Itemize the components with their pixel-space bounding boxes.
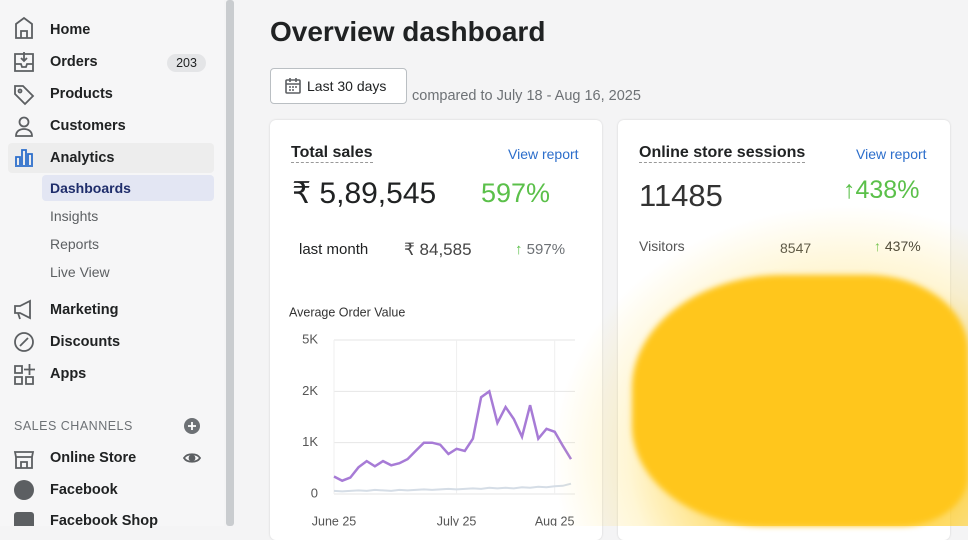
series-line: [333, 389, 573, 483]
card-title: Online store sessions: [639, 144, 806, 163]
discounts-icon: [14, 332, 34, 352]
home-icon: [15, 16, 33, 39]
date-button[interactable]: Last 30 days: [270, 68, 407, 104]
sub-nav-item[interactable]: Live View: [50, 264, 110, 280]
sidebar: [0, 0, 224, 526]
discounts-icon-slash: [19, 337, 29, 347]
view-store[interactable]: [182, 453, 202, 463]
metric-change-value: 438%: [855, 176, 920, 204]
x-tick-label: Aug 25: [535, 514, 575, 526]
metric-change: 597%: [481, 178, 551, 208]
nav-item[interactable]: Marketing: [50, 302, 119, 318]
section-heading: SALES CHANNELS: [14, 419, 133, 433]
nav-item[interactable]: Home: [50, 22, 91, 38]
customers-icon-body: [15, 128, 33, 137]
row-label: Visitors: [639, 238, 685, 254]
customers-icon: [18, 116, 30, 128]
channel-item[interactable]: Facebook: [50, 482, 118, 498]
row-change: ↑ 437%: [874, 238, 921, 254]
apps-icon: [14, 364, 35, 385]
nav-item[interactable]: Orders: [50, 54, 98, 70]
nav-item[interactable]: Analytics: [50, 150, 115, 166]
calendar-icon: [285, 78, 301, 94]
orders-badge: 203: [167, 54, 206, 72]
sub-nav-item[interactable]: Reports: [50, 236, 100, 252]
card-title: Total sales: [291, 144, 373, 163]
marketing-icon: [14, 299, 31, 320]
sub-nav-item[interactable]: Dashboards: [50, 180, 131, 196]
row-change-value: 437%: [884, 238, 921, 254]
dashboards-bg: [42, 175, 214, 201]
arrow-up: ↑: [874, 238, 881, 254]
nav-item[interactable]: Apps: [50, 366, 87, 382]
analytics-icon: [15, 149, 33, 167]
products-icon-dot: [17, 88, 23, 94]
x-tick-label: July 25: [437, 514, 477, 526]
y-tick-label: 0: [311, 485, 318, 500]
analytics-bg: [8, 143, 214, 173]
facebook-shop-icon: [14, 512, 34, 526]
sub-nav-item[interactable]: Insights: [50, 208, 99, 224]
row-label: last month: [299, 241, 369, 258]
products-icon: [14, 85, 35, 106]
metric-change: ↑438%: [843, 176, 920, 204]
row-value: ₹ 84,585: [404, 240, 472, 259]
row-change: ↑ 597%: [515, 241, 565, 258]
add-channel-plus: [188, 422, 196, 430]
row-change-value: 597%: [526, 241, 566, 258]
x-tick-label: June 25: [312, 514, 357, 526]
arrow-up: ↑: [515, 241, 523, 258]
page-title: Overview dashboard: [270, 16, 546, 47]
view-store-pupil: [188, 454, 196, 462]
channel-item[interactable]: Facebook Shop: [50, 513, 158, 529]
facebook-icon: [14, 480, 34, 500]
date-button-label: Last 30 days: [307, 78, 387, 94]
nav-item[interactable]: Products: [50, 86, 113, 102]
channel-item[interactable]: Online Store: [50, 450, 137, 466]
view-report-link[interactable]: View report: [508, 146, 579, 162]
scrollbar: [226, 0, 234, 526]
y-tick-label: 2K: [302, 383, 318, 398]
comparison-text: compared to July 18 - Aug 16, 2025: [412, 88, 641, 104]
row-value: 8547: [780, 240, 812, 256]
view-report-link[interactable]: View report: [856, 146, 927, 162]
aov-chart: Average Order Value 0 1K 2K 5K June 25 July 2…: [289, 305, 575, 526]
metric-value: ₹ 5,89,545: [292, 177, 437, 210]
y-tick-label: 1K: [302, 434, 318, 449]
nav-item[interactable]: Discounts: [50, 334, 121, 350]
series-line: [333, 482, 572, 493]
sidebar-icons: [13, 16, 202, 526]
chart-title: Average Order Value: [289, 305, 405, 319]
orders-icon: [14, 52, 34, 72]
occlusion-blob: [632, 275, 968, 526]
y-tick-label: 5K: [302, 331, 318, 346]
store-icon: [13, 451, 35, 469]
nav-item[interactable]: Customers: [50, 118, 126, 134]
metric-value: 11485: [639, 178, 723, 213]
